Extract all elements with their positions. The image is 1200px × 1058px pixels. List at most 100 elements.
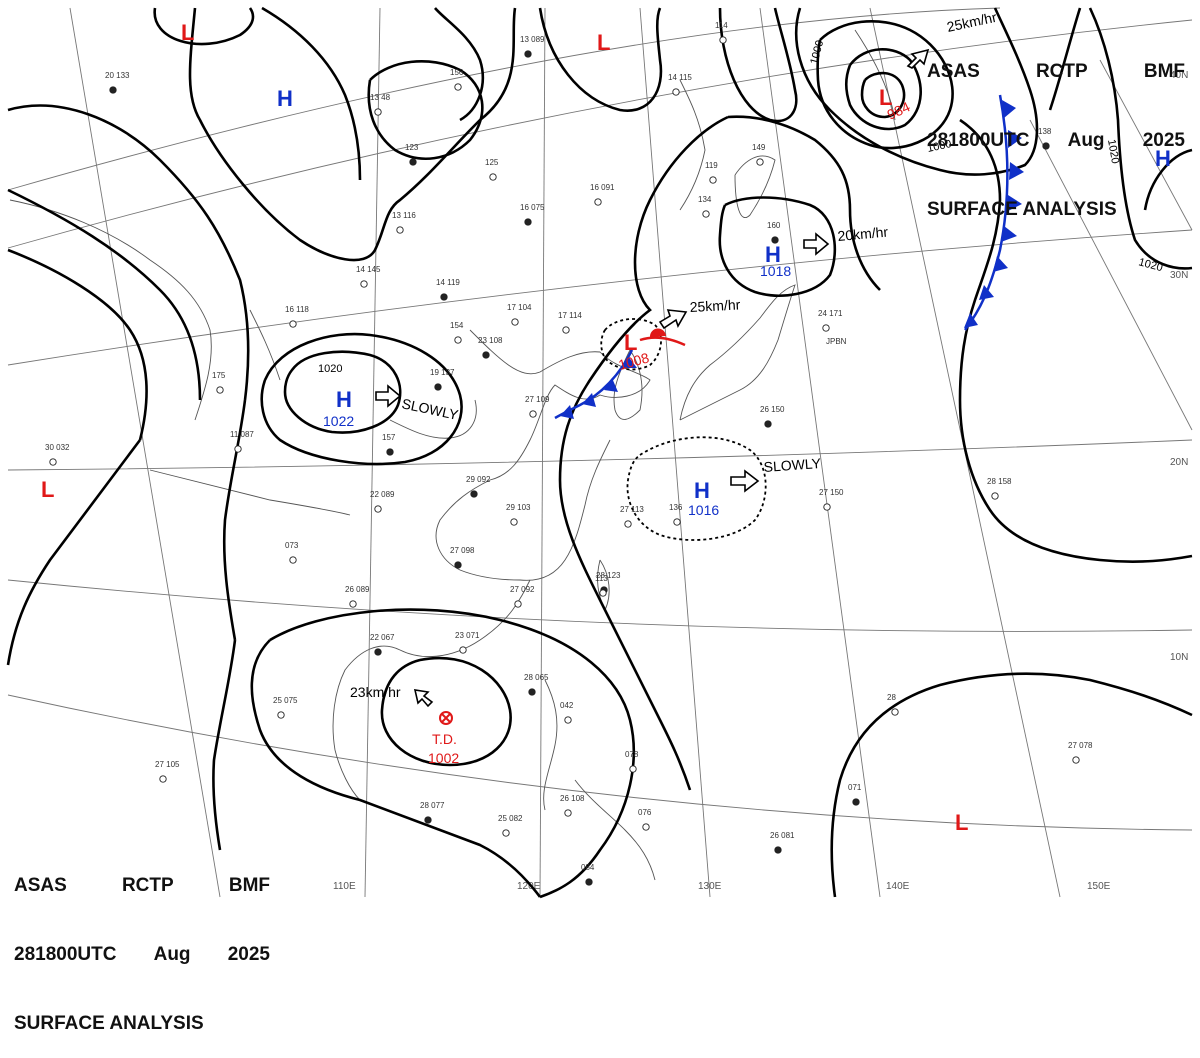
station-marker bbox=[109, 86, 117, 94]
lon-label: 140E bbox=[886, 881, 910, 892]
station-marker bbox=[771, 236, 779, 244]
high-center-northwest: H bbox=[277, 86, 293, 111]
station-marker bbox=[454, 83, 462, 91]
station-marker bbox=[624, 520, 632, 528]
header-time: 281800UTC bbox=[14, 944, 117, 965]
station-marker bbox=[594, 198, 602, 206]
station-value: 23 071 bbox=[455, 631, 480, 640]
station-marker bbox=[822, 324, 830, 332]
station-marker bbox=[1042, 142, 1050, 150]
station-value: 119 bbox=[705, 161, 718, 170]
station-marker bbox=[673, 518, 681, 526]
station-value: 14 119 bbox=[436, 278, 460, 287]
low-center-northwest: L bbox=[181, 20, 194, 45]
high-center-china: H bbox=[336, 387, 352, 412]
station-value: 073 bbox=[285, 541, 299, 550]
station-marker bbox=[470, 490, 478, 498]
station-value: 28 bbox=[887, 693, 896, 702]
station-value: 154 bbox=[450, 321, 464, 330]
station-marker bbox=[585, 878, 593, 886]
station-value: 14 145 bbox=[356, 265, 381, 274]
isobars bbox=[6, 6, 1193, 899]
station-marker bbox=[374, 648, 382, 656]
station-marker bbox=[489, 173, 497, 181]
td-value: 1002 bbox=[428, 750, 459, 766]
warm-front-korea bbox=[639, 328, 686, 347]
header-agency: ASAS bbox=[927, 61, 980, 82]
header-title: SURFACE ANALYSIS bbox=[14, 1013, 204, 1034]
high-value-pacific: 1016 bbox=[688, 502, 719, 518]
movement-td: 23km/hr bbox=[350, 684, 401, 700]
station-marker bbox=[629, 765, 637, 773]
station-value: 26 150 bbox=[760, 405, 785, 414]
station-value: 16 075 bbox=[520, 203, 545, 212]
station-value: 28 158 bbox=[987, 477, 1012, 486]
station-marker bbox=[234, 445, 242, 453]
station-value: 27 105 bbox=[155, 760, 180, 769]
station-value: 11 087 bbox=[230, 430, 254, 439]
station-value: 25 075 bbox=[273, 696, 298, 705]
station-marker bbox=[562, 326, 570, 334]
station-value: 149 bbox=[752, 143, 766, 152]
station-value: 29 092 bbox=[466, 475, 491, 484]
station-value: 30 032 bbox=[45, 443, 70, 452]
station-value: 20 133 bbox=[105, 71, 130, 80]
station-marker bbox=[434, 383, 442, 391]
station-marker bbox=[482, 351, 490, 359]
header-office: BMF bbox=[1143, 61, 1185, 82]
station-marker bbox=[374, 505, 382, 513]
isobar-label: 1020 bbox=[1105, 138, 1121, 164]
station-marker bbox=[764, 420, 772, 428]
td-label: T.D. bbox=[432, 731, 457, 747]
station-marker bbox=[502, 829, 510, 837]
station-value: 29 103 bbox=[506, 503, 531, 512]
station-marker bbox=[454, 561, 462, 569]
station-value: 160 bbox=[767, 221, 781, 230]
station-value: 17 114 bbox=[558, 311, 582, 320]
station-marker bbox=[564, 716, 572, 724]
weather-map: 110E 120E 130E 140E 150E 40N 30N 20N 10N bbox=[6, 6, 1193, 899]
header-office: BMF bbox=[228, 875, 270, 896]
station-value: 19 137 bbox=[430, 368, 455, 377]
header-month: Aug bbox=[1067, 130, 1105, 151]
header-year: 2025 bbox=[227, 944, 270, 965]
header-bottom-left: ASAS RCTP BMF 281800UTC Aug 2025 SURFACE ANA… bbox=[14, 828, 270, 1058]
lat-label: 20N bbox=[1170, 457, 1188, 468]
station-value: 28 077 bbox=[420, 801, 445, 810]
movement-arrows bbox=[375, 48, 930, 708]
high-value-japan-sea: 1018 bbox=[760, 263, 791, 279]
station-value: 156 bbox=[450, 68, 464, 77]
lon-label: 150E bbox=[1087, 881, 1111, 892]
station-marker bbox=[852, 798, 860, 806]
station-value: 23 108 bbox=[478, 336, 503, 345]
station-value: 042 bbox=[560, 701, 574, 710]
station-marker bbox=[756, 158, 764, 166]
low-center-southeast: L bbox=[955, 810, 968, 835]
station-value: 27 078 bbox=[1068, 741, 1093, 750]
station-value: 14 115 bbox=[668, 73, 692, 82]
station-value: 125 bbox=[485, 158, 499, 167]
station-marker bbox=[277, 711, 285, 719]
station-value: 13 116 bbox=[392, 211, 416, 220]
station-marker bbox=[529, 410, 537, 418]
station-value: 26 089 bbox=[345, 585, 370, 594]
station-plots: 20 133 13 48 156 13 089 114 14 115 123 125 16 09… bbox=[45, 21, 1093, 886]
station-marker bbox=[216, 386, 224, 394]
station-value: 134 bbox=[698, 195, 712, 204]
station-value: 25 082 bbox=[498, 814, 523, 823]
pressure-centers: H 1022 H 1018 H 1016 H H L L L L 984 L 1… bbox=[41, 20, 1171, 835]
header-time: 281800UTC bbox=[927, 130, 1030, 151]
station-marker bbox=[719, 36, 727, 44]
station-value: 28 065 bbox=[524, 673, 549, 682]
header-station: RCTP bbox=[121, 875, 174, 896]
station-value: 24 171 bbox=[818, 309, 843, 318]
isobar-label: 1020 bbox=[318, 363, 342, 375]
station-value: 13 089 bbox=[520, 35, 545, 44]
lat-label: 30N bbox=[1170, 270, 1188, 281]
station-marker bbox=[454, 336, 462, 344]
station-value: 076 bbox=[638, 808, 652, 817]
high-center-pacific: H bbox=[694, 478, 710, 503]
station-marker bbox=[289, 556, 297, 564]
movement-l-korea: 25km/hr bbox=[689, 296, 741, 315]
station-marker bbox=[891, 708, 899, 716]
